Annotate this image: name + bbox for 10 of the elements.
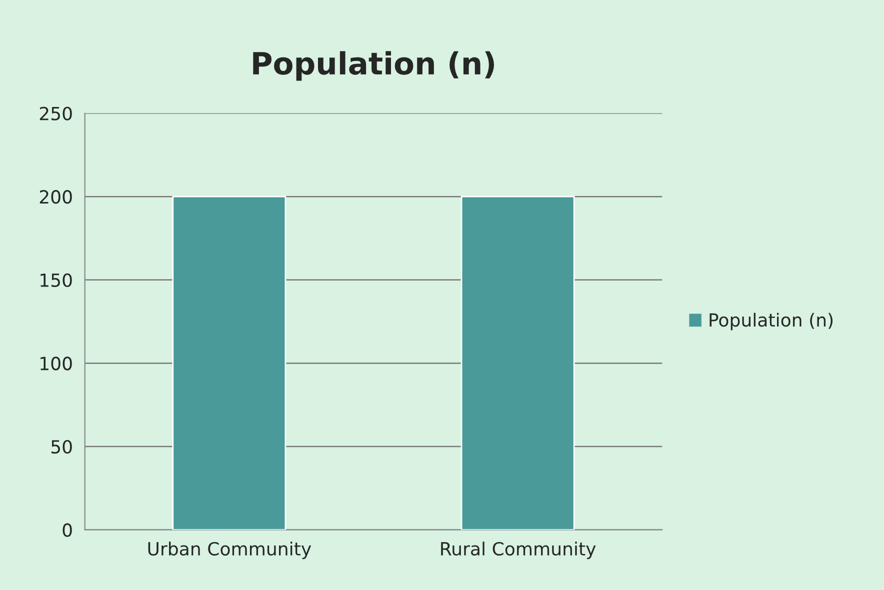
legend-label: Population (n) (710, 312, 833, 330)
y-tick-label: 150 (40, 273, 72, 288)
x-tick-label: Rural Community (441, 542, 596, 560)
y-tick-label: 0 (62, 523, 72, 537)
y-tick-label: 100 (40, 356, 72, 370)
chart-title: Population (n) (253, 51, 494, 81)
y-tick-label: 250 (40, 106, 72, 120)
y-tick-label: 200 (40, 190, 72, 204)
y-tick-label: 50 (51, 440, 72, 454)
x-tick-label: Urban Community (148, 542, 312, 560)
